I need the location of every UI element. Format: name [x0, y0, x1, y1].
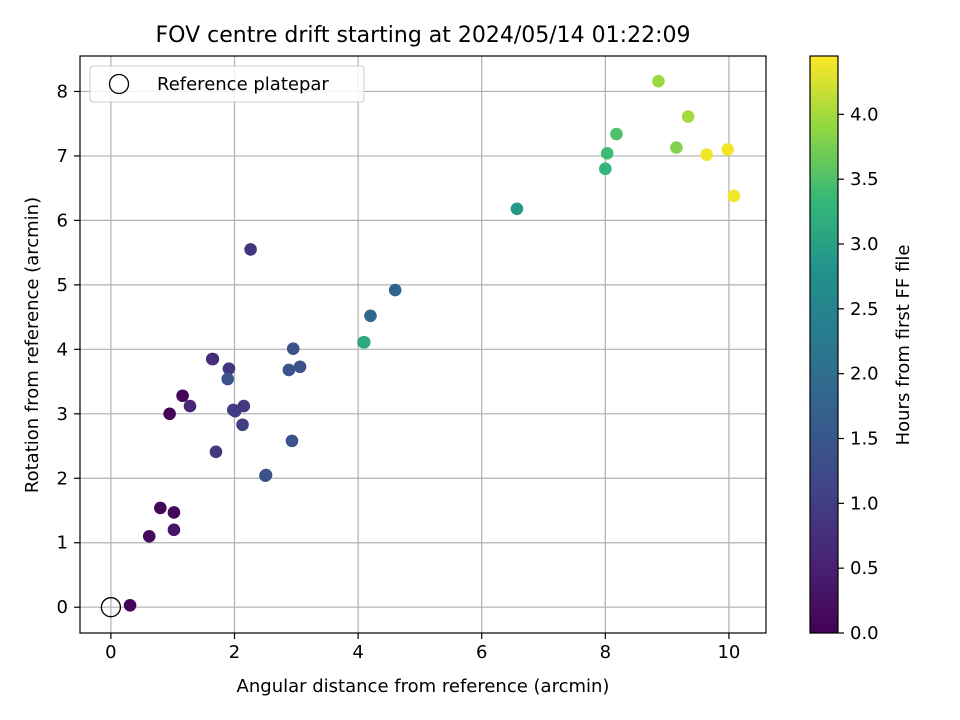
y-tick-label: 4 — [57, 339, 68, 360]
plot-area — [80, 56, 766, 633]
data-point — [681, 110, 695, 123]
data-point — [237, 399, 251, 413]
data-point — [163, 407, 176, 421]
y-axis-label: Rotation from reference (arcmin) — [22, 197, 43, 493]
colorbar-tick-label: 3.0 — [850, 234, 879, 255]
x-tick-label: 0 — [105, 642, 116, 663]
y-tick-label: 1 — [57, 533, 68, 554]
legend-box — [89, 65, 365, 103]
y-tick-label: 2 — [57, 468, 68, 489]
colorbar-frame — [809, 55, 839, 634]
data-point — [286, 342, 300, 355]
data-point — [727, 189, 741, 203]
data-point — [282, 363, 296, 377]
data-point — [206, 352, 220, 366]
legend-label: Reference platepar — [157, 74, 329, 95]
legend: Reference platepar — [89, 65, 365, 103]
colorbar-ticks: 0.0 0.5 1.0 1.5 2.0 2.5 3.0 3.5 4.0 — [838, 104, 879, 644]
x-tick-label: 6 — [476, 642, 487, 663]
data-point — [357, 335, 371, 349]
colorbar-tick-label: 1.0 — [850, 493, 879, 514]
data-point — [364, 309, 377, 323]
data-point — [222, 362, 236, 375]
y-tick-label: 8 — [57, 81, 68, 102]
plot-frame — [79, 55, 767, 634]
y-tick-label: 6 — [57, 210, 68, 231]
data-points — [123, 74, 741, 612]
data-point — [221, 372, 235, 386]
reference-marker — [100, 597, 122, 618]
colorbar-tick-label: 2.0 — [850, 364, 879, 385]
y-axis-ticks: 0 1 2 3 4 5 6 7 8 — [57, 81, 80, 618]
colorbar-tick-label: 4.0 — [850, 104, 879, 125]
y-tick-label: 7 — [57, 146, 68, 167]
x-axis-label: Angular distance from reference (arcmin) — [237, 676, 610, 697]
data-point — [610, 127, 623, 141]
data-point — [285, 434, 299, 448]
data-point — [510, 202, 524, 216]
data-point — [652, 74, 665, 88]
x-axis-ticks: 0 2 4 6 8 10 — [105, 633, 740, 663]
colorbar-tick-label: 2.5 — [850, 299, 879, 320]
y-tick-label: 3 — [57, 404, 68, 425]
data-point — [142, 529, 156, 543]
colorbar-tick-label: 0.0 — [850, 623, 879, 644]
reference-platepar-marker — [100, 597, 122, 618]
y-tick-label: 5 — [57, 275, 68, 296]
data-point — [721, 143, 734, 156]
data-point — [183, 399, 197, 413]
x-tick-label: 8 — [600, 642, 611, 663]
data-point — [123, 598, 137, 612]
y-tick-label: 0 — [57, 597, 68, 618]
x-tick-label: 10 — [717, 642, 740, 663]
data-point — [167, 523, 181, 537]
data-point — [236, 418, 249, 432]
data-point — [167, 506, 181, 519]
data-point — [154, 501, 167, 515]
x-tick-label: 2 — [229, 642, 240, 663]
x-tick-label: 4 — [352, 642, 363, 663]
data-point — [293, 360, 307, 374]
data-point — [700, 148, 713, 161]
data-point — [259, 469, 272, 482]
data-point — [670, 141, 683, 154]
data-point — [600, 147, 614, 160]
data-point — [176, 389, 189, 403]
colorbar-tick-label: 1.5 — [850, 429, 879, 450]
colorbar-tick-label: 0.5 — [850, 558, 879, 579]
data-point — [388, 283, 402, 297]
colorbar-label: Hours from first FF file — [893, 245, 914, 446]
data-point — [209, 445, 223, 459]
legend-marker — [108, 73, 130, 95]
data-point — [244, 243, 257, 256]
colorbar-tick-label: 3.5 — [850, 169, 879, 190]
chart-title: FOV centre drift starting at 2024/05/14 … — [156, 23, 691, 48]
data-point — [599, 162, 612, 176]
colorbar — [810, 56, 838, 633]
